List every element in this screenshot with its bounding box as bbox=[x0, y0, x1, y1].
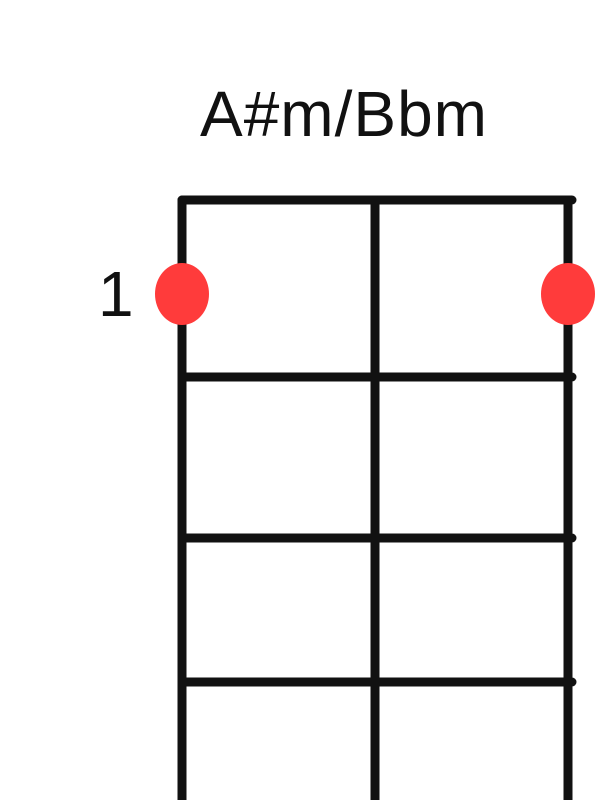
start-fret-number: 1 bbox=[98, 258, 134, 330]
chord-name-title: A#m/Bbm bbox=[200, 78, 488, 150]
finger-dot bbox=[155, 263, 209, 325]
fretboard-grid bbox=[177, 195, 577, 800]
finger-markers bbox=[155, 263, 595, 325]
finger-dot bbox=[541, 263, 595, 325]
